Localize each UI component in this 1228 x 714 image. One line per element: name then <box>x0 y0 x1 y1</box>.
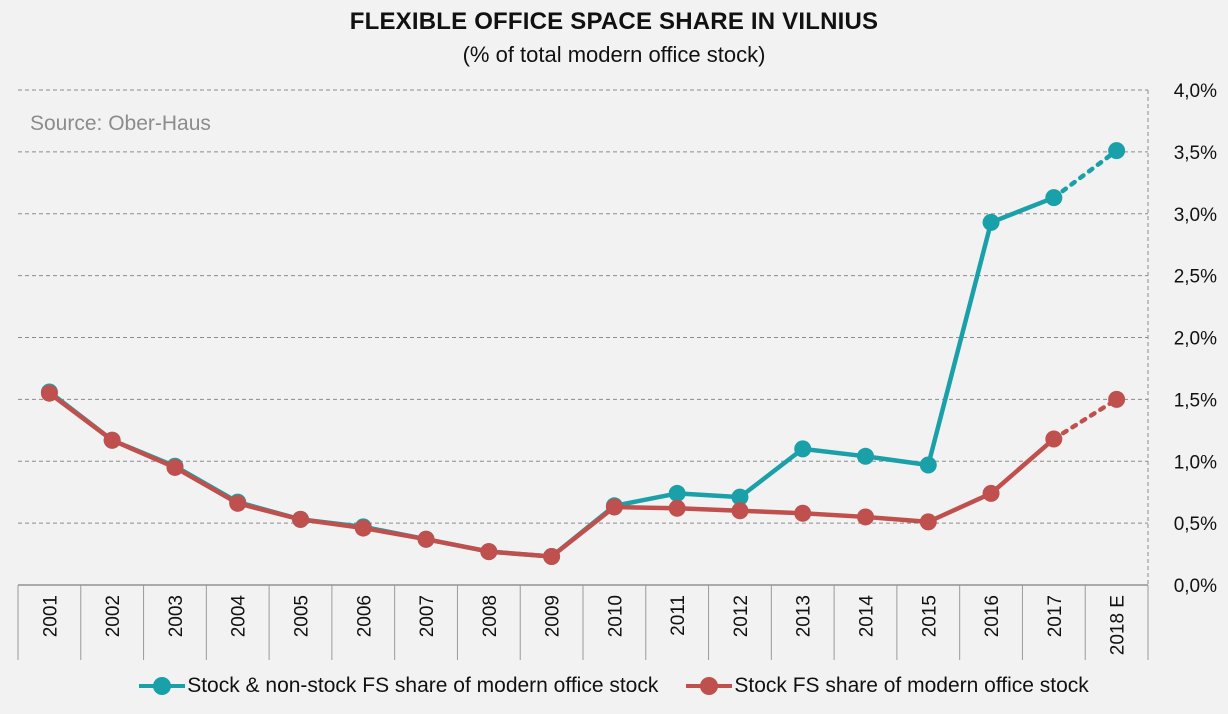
data-point <box>103 431 121 449</box>
data-point <box>543 548 561 566</box>
data-point <box>605 498 623 516</box>
data-point <box>919 456 937 474</box>
legend-label: Stock & non-stock FS share of modern off… <box>187 674 659 697</box>
data-point <box>982 213 1000 231</box>
x-tick-label: 2006 <box>354 595 375 637</box>
data-point <box>166 458 184 476</box>
legend-marker-red <box>686 676 733 696</box>
y-tick-label: 3,5% <box>1174 143 1217 164</box>
x-tick-label: 2003 <box>166 595 187 637</box>
data-point <box>292 510 309 528</box>
data-point <box>668 499 686 517</box>
x-tick-label: 2016 <box>982 595 1003 637</box>
y-tick-label: 1,0% <box>1174 452 1217 473</box>
x-tick-label: 2015 <box>919 595 940 637</box>
legend-item-stock-and-non-stock: Stock & non-stock FS share of modern off… <box>139 674 658 698</box>
data-point <box>794 504 812 522</box>
data-point <box>857 508 874 526</box>
chart-subtitle: (% of total modern office stock) <box>462 42 766 67</box>
x-tick-label: 2018 E <box>1108 595 1129 655</box>
data-point <box>1045 189 1063 207</box>
x-tick-label: 2014 <box>857 595 878 638</box>
chart-title: FLEXIBLE OFFICE SPACE SHARE IN VILNIUS <box>349 8 879 35</box>
data-point <box>794 440 812 458</box>
data-point <box>354 519 372 537</box>
data-point <box>982 484 1000 502</box>
data-point <box>731 488 749 506</box>
chart-legend: Stock & non-stock FS share of modern off… <box>0 674 1228 698</box>
x-tick-label: 2007 <box>417 595 438 637</box>
x-tick-label: 2002 <box>103 595 124 637</box>
x-tick-label: 2001 <box>40 595 61 637</box>
x-tick-label: 2017 <box>1045 595 1066 637</box>
data-point <box>40 384 58 402</box>
series-estimate-line-0 <box>1051 148 1119 200</box>
data-point <box>480 543 498 561</box>
series-line-0 <box>48 195 1055 559</box>
x-tick-label: 2011 <box>668 595 689 636</box>
legend-label: Stock FS share of modern office stock <box>734 674 1089 697</box>
x-tick-label: 2008 <box>480 595 501 637</box>
y-tick-label: 4,0% <box>1174 81 1217 102</box>
x-tick-label: 2009 <box>543 595 564 637</box>
x-tick-label: 2012 <box>731 595 752 637</box>
data-point <box>1108 142 1126 160</box>
y-tick-label: 0,5% <box>1174 514 1217 535</box>
series-estimate-line-1 <box>1051 397 1119 442</box>
data-point <box>668 484 686 502</box>
data-point <box>857 447 874 465</box>
y-tick-label: 2,5% <box>1174 267 1217 288</box>
series-line-1 <box>48 391 1056 559</box>
x-tick-label: 2005 <box>292 595 313 637</box>
data-point <box>1108 390 1126 408</box>
x-tick-label: 2004 <box>229 595 250 638</box>
source-note: Source: Ober-Haus <box>30 112 211 135</box>
x-tick-label: 2013 <box>794 595 815 637</box>
data-point <box>229 494 247 512</box>
y-tick-label: 3,0% <box>1174 205 1217 226</box>
data-point <box>1045 430 1063 448</box>
data-point <box>731 502 749 520</box>
data-point <box>919 513 937 531</box>
x-tick-label: 2010 <box>605 595 626 637</box>
y-tick-label: 0,0% <box>1174 576 1217 597</box>
y-tick-label: 1,5% <box>1174 390 1217 411</box>
legend-item-stock: Stock FS share of modern office stock <box>686 674 1089 698</box>
data-point <box>417 530 435 548</box>
legend-marker-teal <box>139 676 186 696</box>
y-tick-label: 2,0% <box>1174 329 1217 350</box>
